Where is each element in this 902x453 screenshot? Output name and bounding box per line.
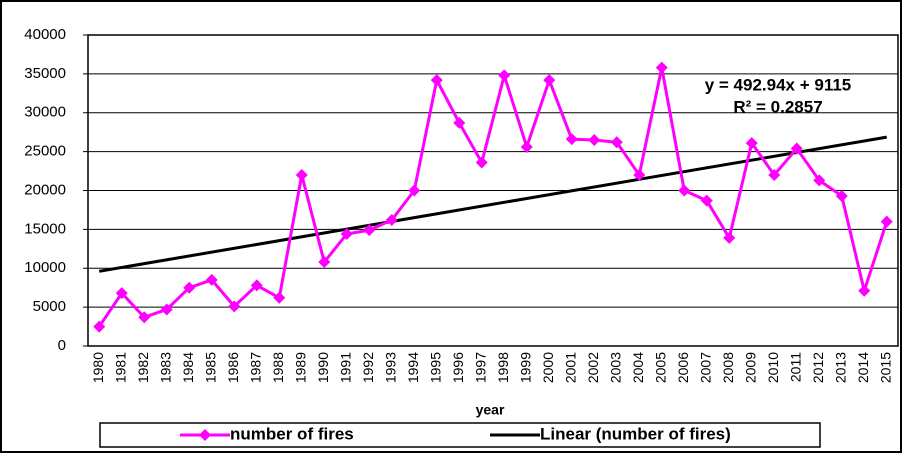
x-tick-label: 2008 xyxy=(720,352,736,383)
marker xyxy=(160,303,173,316)
y-tick-label: 30000 xyxy=(24,104,66,121)
x-tick-label: 1993 xyxy=(382,352,398,383)
x-tick-label: 1985 xyxy=(202,352,218,383)
x-tick-label: 2006 xyxy=(675,352,691,383)
x-tick-label: 1983 xyxy=(157,352,173,383)
marker xyxy=(250,279,263,292)
marker xyxy=(138,311,151,324)
marker xyxy=(183,281,196,294)
x-tick-label: 1984 xyxy=(180,352,196,383)
marker xyxy=(115,287,128,300)
marker xyxy=(408,184,421,197)
marker xyxy=(880,215,893,228)
marker xyxy=(835,189,848,202)
marker xyxy=(723,231,736,244)
x-tick-label: 1982 xyxy=(135,352,151,383)
marker xyxy=(273,291,286,304)
x-tick-label: 2003 xyxy=(607,352,623,383)
x-tick-label: 2012 xyxy=(810,352,826,383)
marker xyxy=(813,174,826,187)
x-axis-label: year xyxy=(476,402,505,418)
marker xyxy=(565,133,578,146)
x-tick-label: 1981 xyxy=(112,352,128,383)
x-tick-label: 2000 xyxy=(540,352,556,383)
marker xyxy=(700,194,713,207)
x-tick-label: 1988 xyxy=(270,352,286,383)
marker xyxy=(295,168,308,181)
marker xyxy=(363,224,376,237)
y-tick-label: 25000 xyxy=(24,143,66,160)
x-tick-label: 2001 xyxy=(562,352,578,383)
x-tick-label: 1987 xyxy=(247,352,263,383)
x-tick-label: 1999 xyxy=(517,352,533,383)
x-tick-label: 2010 xyxy=(765,352,781,383)
marker xyxy=(768,168,781,181)
marker xyxy=(610,136,623,149)
y-tick-label: 40000 xyxy=(24,26,66,43)
trend-r-squared: R² = 0.2857 xyxy=(733,97,822,116)
x-tick-label: 1991 xyxy=(337,352,353,383)
x-tick-label: 2002 xyxy=(585,352,601,383)
x-tick-label: 2014 xyxy=(855,352,871,383)
x-tick-label: 2004 xyxy=(630,352,646,383)
marker xyxy=(475,156,488,169)
y-tick-label: 10000 xyxy=(24,259,66,276)
y-tick-label: 15000 xyxy=(24,220,66,237)
marker xyxy=(318,256,331,269)
legend-label: number of fires xyxy=(230,424,354,443)
x-tick-label: 1996 xyxy=(450,352,466,383)
x-tick-label: 2009 xyxy=(742,352,758,383)
x-tick-label: 2013 xyxy=(832,352,848,383)
y-tick-label: 35000 xyxy=(24,65,66,82)
x-tick-label: 1980 xyxy=(90,352,106,383)
marker xyxy=(678,184,691,197)
y-tick-label: 0 xyxy=(58,337,66,354)
y-tick-label: 5000 xyxy=(33,298,66,315)
trendline xyxy=(98,135,888,273)
x-tick-label: 1997 xyxy=(472,352,488,383)
x-tick-label: 1989 xyxy=(292,352,308,383)
x-tick-label: 1995 xyxy=(427,352,443,383)
marker xyxy=(655,61,668,74)
marker xyxy=(453,116,466,129)
marker xyxy=(498,69,511,82)
marker xyxy=(858,284,871,297)
marker xyxy=(520,140,533,153)
x-tick-label: 1990 xyxy=(315,352,331,383)
legend-label: Linear (number of fires) xyxy=(540,424,731,443)
marker xyxy=(205,273,218,286)
x-tick-label: 2007 xyxy=(697,352,713,383)
trend-equation: y = 492.94x + 9115 xyxy=(705,75,852,94)
legend-marker xyxy=(199,429,211,441)
marker xyxy=(430,74,443,87)
x-tick-label: 2005 xyxy=(652,352,668,383)
marker xyxy=(790,142,803,155)
marker xyxy=(228,300,241,313)
series-line xyxy=(98,67,889,328)
marker xyxy=(633,168,646,181)
x-tick-label: 1986 xyxy=(225,352,241,383)
marker xyxy=(340,228,353,241)
x-tick-label: 1992 xyxy=(360,352,376,383)
x-tick-label: 2011 xyxy=(787,352,803,382)
marker xyxy=(385,214,398,227)
marker xyxy=(543,74,556,87)
marker xyxy=(745,137,758,150)
x-tick-label: 1994 xyxy=(405,352,421,383)
x-tick-label: 1998 xyxy=(495,352,511,383)
marker xyxy=(93,320,106,333)
marker xyxy=(588,133,601,146)
x-tick-label: 2015 xyxy=(877,352,893,383)
y-tick-label: 20000 xyxy=(24,181,66,198)
